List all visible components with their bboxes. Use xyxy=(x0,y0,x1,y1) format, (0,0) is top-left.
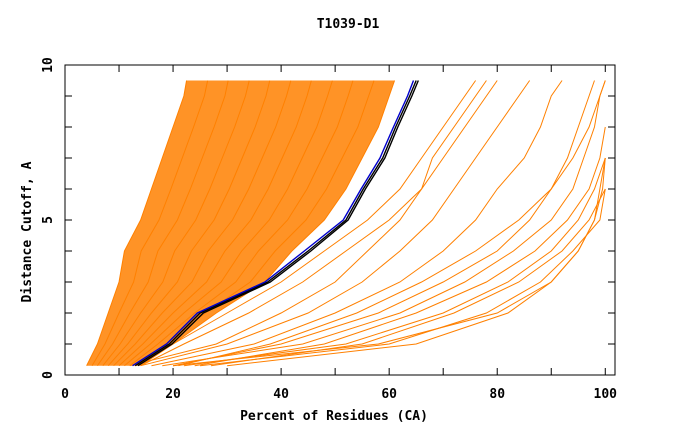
model-curve xyxy=(97,80,229,366)
model-curve xyxy=(140,80,396,367)
model-curve xyxy=(178,80,606,367)
model-curve xyxy=(210,188,606,367)
model-curve xyxy=(151,80,563,367)
axis-ticks: 0 20 40 60 80 100 0 5 10 xyxy=(41,57,617,402)
model-curve xyxy=(91,80,209,366)
chart-title: T1039-D1 xyxy=(317,17,380,32)
model-curve xyxy=(118,80,312,367)
y-tick-label: 5 xyxy=(41,216,56,224)
y-tick-label: 0 xyxy=(41,371,56,379)
highlight-curve xyxy=(134,80,417,367)
model-curve xyxy=(200,188,606,367)
model-curve xyxy=(140,80,498,367)
model-curve xyxy=(140,80,531,367)
y-tick-label: 10 xyxy=(41,57,56,73)
x-tick-label: 0 xyxy=(61,387,69,402)
model-curve xyxy=(183,157,606,367)
model-curve xyxy=(173,157,606,367)
model-curve xyxy=(113,80,292,367)
model-curve xyxy=(129,80,487,367)
model-curve xyxy=(134,80,477,367)
model-curve xyxy=(102,80,250,367)
x-tick-label: 80 xyxy=(489,387,505,402)
model-curve xyxy=(172,80,595,367)
model-curve xyxy=(194,126,606,367)
highlight-curve xyxy=(137,80,419,367)
x-axis-label: Percent of Residues (CA) xyxy=(240,409,428,424)
model-curve xyxy=(162,80,606,367)
x-tick-label: 100 xyxy=(594,387,618,402)
x-tick-label: 60 xyxy=(381,387,397,402)
plot-area xyxy=(86,80,606,367)
y-axis-label: Distance Cutoff, A xyxy=(20,161,35,302)
x-tick-label: 40 xyxy=(273,387,289,402)
model-curve xyxy=(107,80,271,367)
model-curve xyxy=(86,80,188,366)
highlight-curve xyxy=(132,80,415,367)
x-tick-label: 20 xyxy=(165,387,181,402)
model-density-band xyxy=(86,80,395,366)
model-curve xyxy=(129,80,354,367)
model-curve xyxy=(124,80,333,367)
